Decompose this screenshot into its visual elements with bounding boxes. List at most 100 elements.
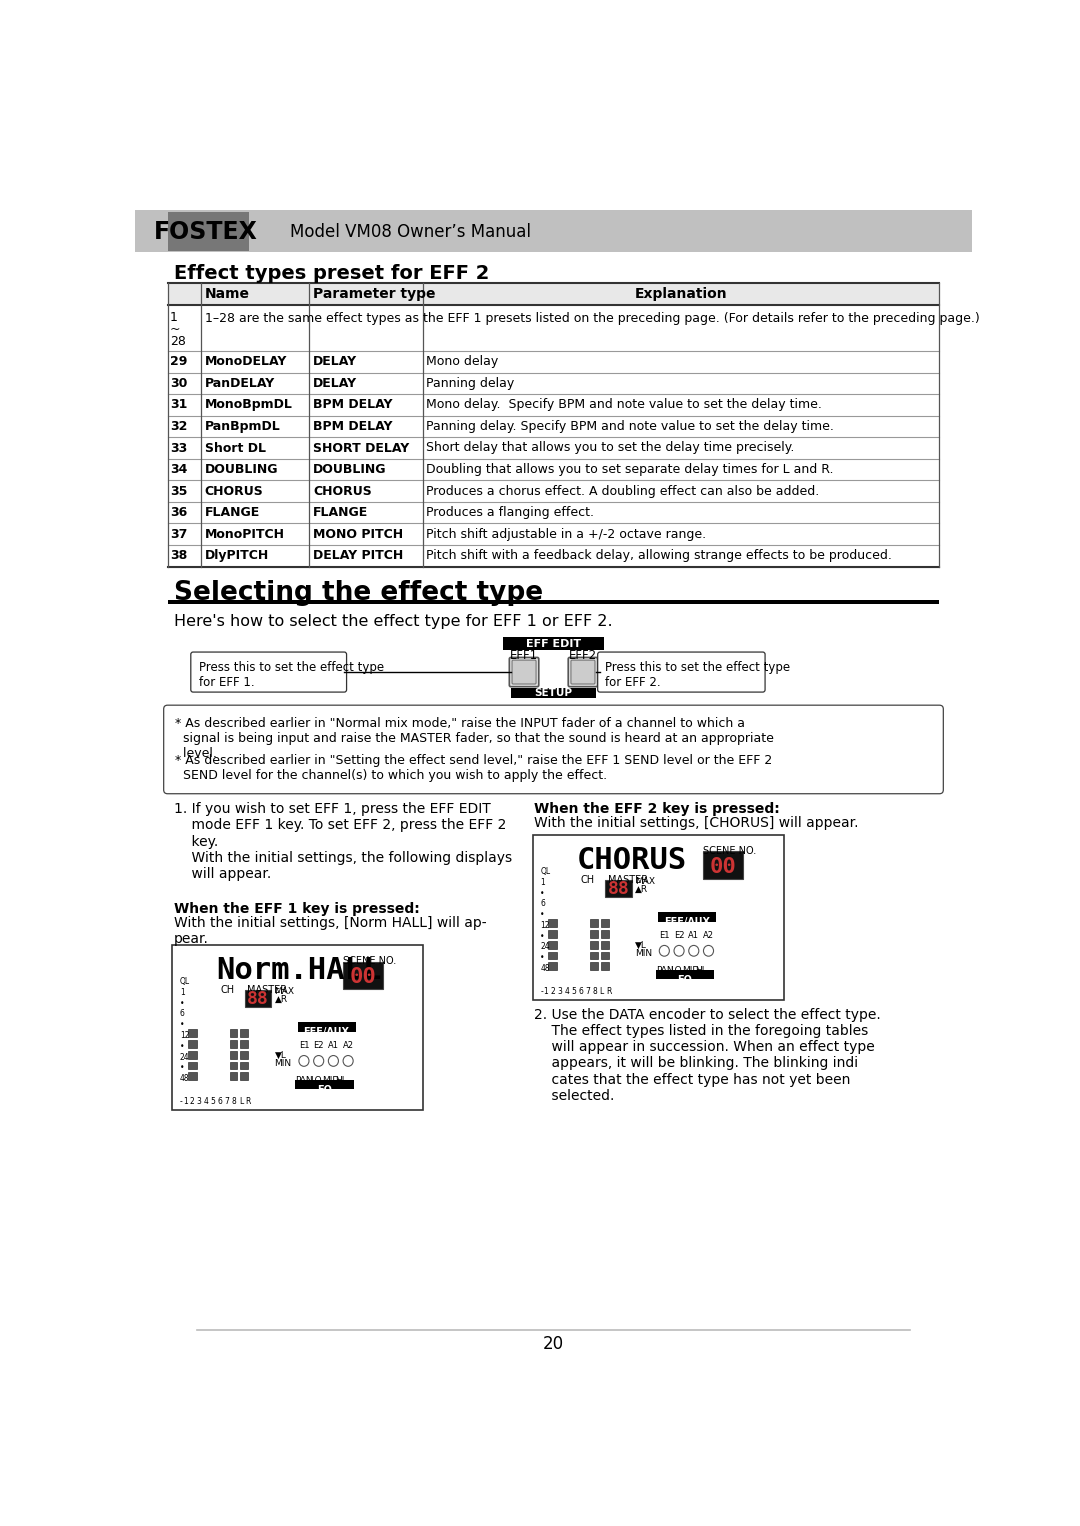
Text: 37: 37 [170,528,187,540]
Text: DOUBLING: DOUBLING [205,462,279,476]
Text: 88: 88 [608,881,630,899]
Text: SETUP: SETUP [535,688,572,699]
Text: SHORT DELAY: SHORT DELAY [313,441,409,455]
FancyBboxPatch shape [532,835,784,1000]
Bar [241,1041,248,1048]
Text: EQ: EQ [316,1085,332,1094]
Bar [230,1030,238,1038]
Text: •: • [540,888,544,897]
FancyBboxPatch shape [568,658,597,687]
Bar [188,1062,197,1070]
Bar [606,881,632,897]
Text: A2: A2 [703,931,714,940]
Text: DELAY PITCH: DELAY PITCH [313,549,404,562]
FancyBboxPatch shape [191,652,347,693]
Text: QL: QL [180,977,190,986]
Text: -: - [540,987,543,996]
Bar [342,961,383,989]
Text: 6: 6 [578,987,583,996]
Text: 8: 8 [592,987,597,996]
Text: EFF2: EFF2 [569,650,597,662]
Text: 28: 28 [170,334,186,348]
Text: Produces a chorus effect. A doubling effect can also be added.: Produces a chorus effect. A doubling eff… [427,485,820,497]
Text: 8: 8 [232,1097,237,1106]
Bar [548,942,557,949]
Bar [590,963,597,971]
Ellipse shape [328,1056,338,1067]
Text: When the EFF 2 key is pressed:: When the EFF 2 key is pressed: [535,803,780,816]
Text: 3: 3 [197,1097,202,1106]
Bar [548,963,557,971]
Text: 6: 6 [218,1097,222,1106]
Text: 3: 3 [557,987,562,996]
Text: QL: QL [540,867,551,876]
Text: 7: 7 [225,1097,230,1106]
Text: 20: 20 [543,1335,564,1354]
Text: 1: 1 [543,987,549,996]
Text: E1: E1 [659,931,670,940]
Text: 7: 7 [585,987,590,996]
Text: CHORUS: CHORUS [205,485,264,497]
Text: A1: A1 [328,1041,339,1050]
Bar [188,1073,197,1080]
Text: 4: 4 [564,987,569,996]
Text: * As described earlier in "Normal mix mode," raise the INPUT fader of a channel : * As described earlier in "Normal mix mo… [175,717,774,760]
Text: Doubling that allows you to set separate delay times for L and R.: Doubling that allows you to set separate… [427,462,834,476]
Text: ▼L: ▼L [635,942,647,949]
Text: •: • [540,909,544,919]
Text: BPM DELAY: BPM DELAY [313,398,393,412]
Text: MAX: MAX [635,877,654,887]
Text: CHORUS: CHORUS [577,845,687,874]
Bar [241,1030,248,1038]
Bar [590,942,597,949]
Text: E2: E2 [674,931,685,940]
Text: EFF1: EFF1 [510,650,538,662]
Text: EFF EDIT: EFF EDIT [526,638,581,649]
Text: •: • [540,954,544,963]
Text: Press this to set the effect type
for EFF 1.: Press this to set the effect type for EF… [199,661,383,688]
Text: Mono delay: Mono delay [427,356,499,368]
Text: 1: 1 [540,877,545,887]
Bar [296,1080,353,1090]
Text: 00: 00 [710,858,737,877]
Text: •: • [180,1064,185,1073]
Text: ~: ~ [170,324,180,336]
Text: MAX: MAX [274,987,295,996]
Text: Mono delay.  Specify BPM and note value to set the delay time.: Mono delay. Specify BPM and note value t… [427,398,822,412]
Text: EQ: EQ [677,975,692,984]
Text: •: • [540,932,544,940]
Bar [548,919,557,926]
Text: 24: 24 [180,1053,190,1062]
Text: 1. If you wish to set EFF 1, press the EFF EDIT
    mode EFF 1 key. To set EFF 2: 1. If you wish to set EFF 1, press the E… [174,803,512,881]
Bar [590,919,597,926]
Text: HI: HI [696,966,705,975]
Text: MONO PITCH: MONO PITCH [313,528,403,540]
Bar [600,942,608,949]
Text: Selecting the effect type: Selecting the effect type [174,580,543,606]
Text: EFF/AUX: EFF/AUX [303,1027,350,1038]
Text: ▲R: ▲R [274,995,287,1004]
Text: Norm.HALL: Norm.HALL [216,957,381,986]
Bar [241,1073,248,1080]
Bar [230,1062,238,1070]
Text: PAN: PAN [296,1076,313,1085]
Text: Name: Name [205,287,249,301]
Text: E1: E1 [299,1041,309,1050]
Text: DOUBLING: DOUBLING [313,462,387,476]
Text: A1: A1 [688,931,699,940]
Bar [135,211,972,252]
Text: 1–28 are the same effect types as the EFF 1 presets listed on the preceding page: 1–28 are the same effect types as the EF… [205,313,980,325]
Text: 4: 4 [204,1097,208,1106]
Text: MIN: MIN [635,949,652,957]
Text: With the initial settings, [CHORUS] will appear.: With the initial settings, [CHORUS] will… [535,816,859,830]
Text: Press this to set the effect type
for EFF 2.: Press this to set the effect type for EF… [606,661,791,688]
FancyBboxPatch shape [512,661,536,684]
Text: -: - [180,1097,183,1106]
Text: * As described earlier in "Setting the effect send level," raise the EFF 1 SEND : * As described earlier in "Setting the e… [175,754,772,781]
Text: 5: 5 [211,1097,216,1106]
Text: L: L [599,987,604,996]
Text: MonoDELAY: MonoDELAY [205,356,287,368]
Text: R: R [245,1097,251,1106]
Text: MonoPITCH: MonoPITCH [205,528,285,540]
Text: 1: 1 [183,1097,188,1106]
